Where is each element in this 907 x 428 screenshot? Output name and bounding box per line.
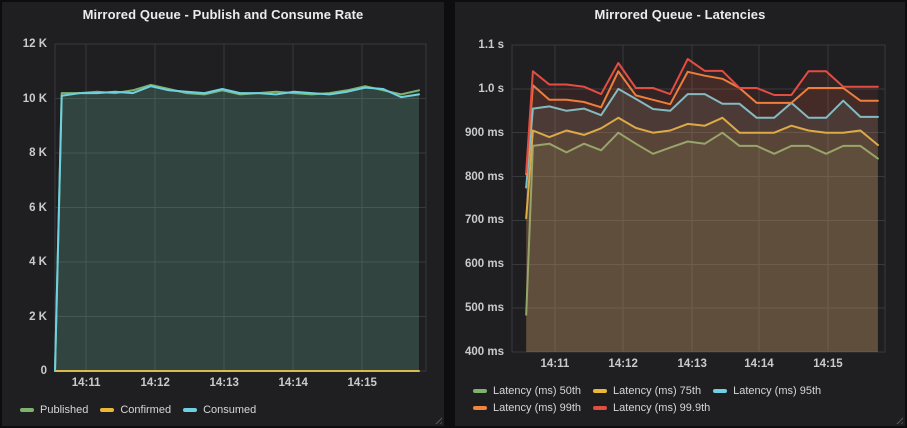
series-line [525,116,879,220]
legend-item-latency-ms-95th[interactable]: Latency (ms) 95th [713,383,821,398]
panel-title-publish-consume-rate[interactable]: Mirrored Queue - Publish and Consume Rat… [82,7,364,22]
panel-resize-handle[interactable] [894,415,903,424]
series-line [525,131,879,316]
legend-label: Latency (ms) 75th [613,384,702,397]
legend-item-confirmed[interactable]: Confirmed [100,402,171,417]
series-area [526,132,878,352]
latency-chart-canvas[interactable] [455,2,905,426]
legend-label: Confirmed [120,403,172,416]
legend-item-latency-ms-99.9th[interactable]: Latency (ms) 99.9th [593,400,710,415]
legend-label: Consumed [203,403,257,416]
series-color-swatch [473,388,487,393]
series-line [54,85,420,372]
rate-chart-legend: Published Confirmed Consumed [20,402,442,417]
rate-chart-canvas[interactable] [2,2,444,426]
panel-publish-consume-rate: Mirrored Queue - Publish and Consume Rat… [2,2,444,426]
series-line [525,58,879,174]
series-area [526,88,878,353]
legend-label: Latency (ms) 99.9th [613,401,711,414]
series-area [526,59,878,352]
series-area [55,86,419,371]
series-line [525,70,879,176]
legend-item-latency-ms-99th[interactable]: Latency (ms) 99th [473,400,581,415]
legend-item-latency-ms-50th[interactable]: Latency (ms) 50th [473,383,581,398]
panel-latencies: Mirrored Queue - Latencies 1.1 s 1.0 s 900… [455,2,905,426]
series-color-swatch [473,405,487,410]
series-area [526,117,878,352]
legend-item-published[interactable]: Published [20,402,88,417]
series-area [55,84,419,372]
legend-label: Published [40,403,89,416]
legend-label: Latency (ms) 99th [493,401,582,414]
legend-label: Latency (ms) 50th [493,384,582,397]
series-color-swatch [593,405,608,410]
series-color-swatch [183,407,198,412]
legend-item-latency-ms-75th[interactable]: Latency (ms) 75th [593,383,701,398]
series-color-swatch [100,407,115,412]
plot-border [511,44,886,353]
legend-item-consumed[interactable]: Consumed [183,402,256,417]
series-area [526,71,878,353]
legend-label: Latency (ms) 95th [733,384,822,397]
panel-title-latencies[interactable]: Mirrored Queue - Latencies [594,7,766,22]
panel-resize-handle[interactable] [433,415,442,424]
series-color-swatch [593,388,608,393]
series-line [525,87,879,189]
latency-chart-legend: Latency (ms) 50th Latency (ms) 75th Latenc… [473,383,895,415]
series-color-swatch [20,407,34,412]
series-color-swatch [713,388,728,393]
